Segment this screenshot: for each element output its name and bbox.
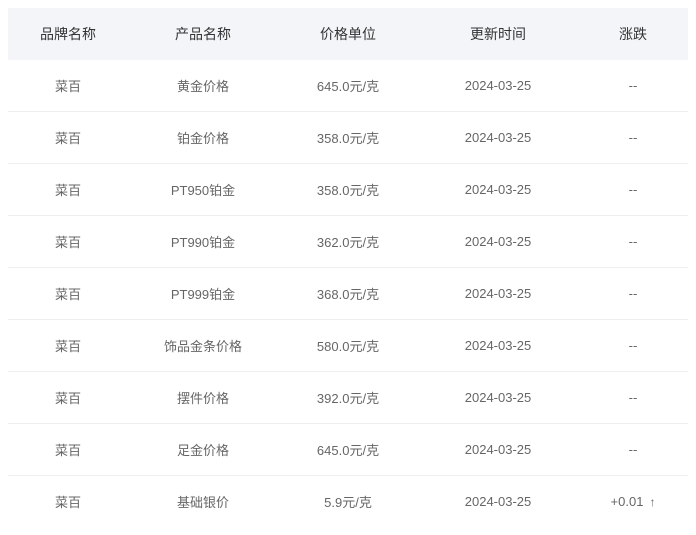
cell-price: 362.0元/克 <box>278 216 418 268</box>
col-header-change: 涨跌 <box>578 8 688 60</box>
cell-date: 2024-03-25 <box>418 60 578 112</box>
cell-date: 2024-03-25 <box>418 320 578 372</box>
cell-product: 黄金价格 <box>128 60 278 112</box>
cell-brand: 菜百 <box>8 268 128 320</box>
col-header-product: 产品名称 <box>128 8 278 60</box>
cell-product: 饰品金条价格 <box>128 320 278 372</box>
cell-brand: 菜百 <box>8 320 128 372</box>
cell-change: -- <box>578 112 688 164</box>
cell-change: -- <box>578 216 688 268</box>
table-row: 菜百足金价格645.0元/克2024-03-25-- <box>8 424 688 476</box>
table-row: 菜百黄金价格645.0元/克2024-03-25-- <box>8 60 688 112</box>
table-body: 菜百黄金价格645.0元/克2024-03-25--菜百铂金价格358.0元/克… <box>8 60 688 527</box>
cell-brand: 菜百 <box>8 372 128 424</box>
cell-date: 2024-03-25 <box>418 268 578 320</box>
col-header-date: 更新时间 <box>418 8 578 60</box>
cell-brand: 菜百 <box>8 476 128 528</box>
cell-date: 2024-03-25 <box>418 372 578 424</box>
cell-brand: 菜百 <box>8 424 128 476</box>
table-row: 菜百摆件价格392.0元/克2024-03-25-- <box>8 372 688 424</box>
cell-brand: 菜百 <box>8 60 128 112</box>
col-header-price: 价格单位 <box>278 8 418 60</box>
cell-date: 2024-03-25 <box>418 164 578 216</box>
cell-product: 基础银价 <box>128 476 278 528</box>
cell-date: 2024-03-25 <box>418 216 578 268</box>
cell-price: 358.0元/克 <box>278 164 418 216</box>
cell-price: 580.0元/克 <box>278 320 418 372</box>
price-table: 品牌名称 产品名称 价格单位 更新时间 涨跌 菜百黄金价格645.0元/克202… <box>8 8 688 527</box>
cell-change: -- <box>578 320 688 372</box>
table-row: 菜百铂金价格358.0元/克2024-03-25-- <box>8 112 688 164</box>
cell-date: 2024-03-25 <box>418 476 578 528</box>
table-row: 菜百饰品金条价格580.0元/克2024-03-25-- <box>8 320 688 372</box>
cell-price: 645.0元/克 <box>278 424 418 476</box>
arrow-up-icon: ↑ <box>649 495 655 509</box>
cell-change: -- <box>578 60 688 112</box>
cell-date: 2024-03-25 <box>418 424 578 476</box>
change-value: +0.01 <box>611 494 644 509</box>
cell-change: -- <box>578 164 688 216</box>
cell-product: 铂金价格 <box>128 112 278 164</box>
cell-change: -- <box>578 268 688 320</box>
cell-product: 摆件价格 <box>128 372 278 424</box>
cell-brand: 菜百 <box>8 164 128 216</box>
cell-change: -- <box>578 424 688 476</box>
cell-product: 足金价格 <box>128 424 278 476</box>
col-header-brand: 品牌名称 <box>8 8 128 60</box>
cell-product: PT999铂金 <box>128 268 278 320</box>
table-row: 菜百PT990铂金362.0元/克2024-03-25-- <box>8 216 688 268</box>
cell-price: 392.0元/克 <box>278 372 418 424</box>
cell-price: 5.9元/克 <box>278 476 418 528</box>
table-row: 菜百基础银价5.9元/克2024-03-25 +0.01 ↑ <box>8 476 688 528</box>
table-header: 品牌名称 产品名称 价格单位 更新时间 涨跌 <box>8 8 688 60</box>
cell-date: 2024-03-25 <box>418 112 578 164</box>
cell-change: +0.01 ↑ <box>578 476 688 528</box>
table-row: 菜百PT999铂金368.0元/克2024-03-25-- <box>8 268 688 320</box>
cell-product: PT950铂金 <box>128 164 278 216</box>
table-row: 菜百PT950铂金358.0元/克2024-03-25-- <box>8 164 688 216</box>
cell-product: PT990铂金 <box>128 216 278 268</box>
cell-price: 645.0元/克 <box>278 60 418 112</box>
cell-price: 358.0元/克 <box>278 112 418 164</box>
cell-change: -- <box>578 372 688 424</box>
cell-brand: 菜百 <box>8 112 128 164</box>
cell-brand: 菜百 <box>8 216 128 268</box>
cell-price: 368.0元/克 <box>278 268 418 320</box>
